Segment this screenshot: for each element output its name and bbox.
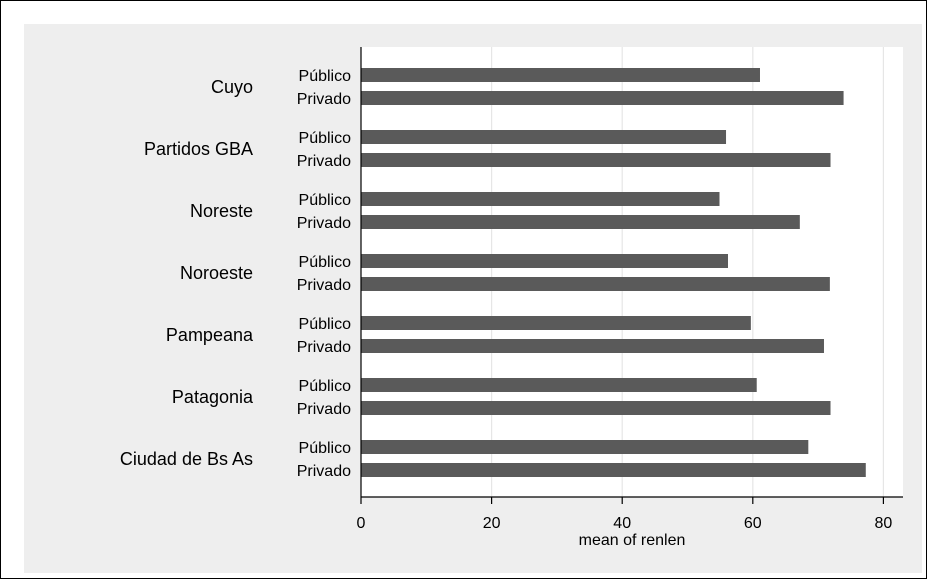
bar-label: Público — [299, 192, 352, 209]
category-labels: Público Privado Cuyo Público Privado Partidos… — [120, 68, 351, 480]
bar — [361, 339, 824, 353]
group-label: Pampeana — [166, 325, 254, 345]
x-tick-label: 60 — [744, 515, 762, 532]
bar-label: Público — [299, 68, 352, 85]
bar — [361, 401, 831, 415]
bar-label: Público — [299, 130, 352, 147]
x-axis-title: mean of renlen — [579, 532, 686, 549]
bar-label: Privado — [297, 91, 351, 108]
bar — [361, 68, 760, 82]
bar — [361, 215, 800, 229]
x-tick-label: 40 — [613, 515, 631, 532]
gridlines — [491, 47, 885, 497]
bar — [361, 130, 727, 144]
x-axis: 0 20 40 60 80 — [357, 47, 903, 532]
group-label: Ciudad de Bs As — [120, 449, 253, 469]
bar — [361, 91, 844, 105]
bar-label: Público — [299, 316, 352, 333]
bar-label: Privado — [297, 401, 351, 418]
bars — [361, 68, 866, 477]
bar — [361, 192, 720, 206]
bar — [361, 463, 866, 477]
bar — [361, 316, 751, 330]
bar-label: Privado — [297, 153, 351, 170]
x-tick-label: 80 — [875, 515, 893, 532]
bar — [361, 378, 757, 392]
group-label: Cuyo — [211, 77, 253, 97]
plot-area — [361, 47, 903, 497]
bar — [361, 153, 831, 167]
bar-label: Público — [299, 378, 352, 395]
x-tick-label: 20 — [483, 515, 501, 532]
bar — [361, 254, 728, 268]
bar-label: Privado — [297, 215, 351, 232]
bar — [361, 277, 830, 291]
x-tick-label: 0 — [357, 515, 366, 532]
group-label: Partidos GBA — [144, 139, 253, 159]
bar-label: Privado — [297, 339, 351, 356]
group-label: Noreste — [190, 201, 253, 221]
bar-label: Privado — [297, 277, 351, 294]
bar — [361, 440, 809, 454]
bar-label: Privado — [297, 463, 351, 480]
bar-label: Público — [299, 254, 352, 271]
bar-label: Público — [299, 440, 352, 457]
group-label: Patagonia — [172, 387, 254, 407]
group-label: Noroeste — [180, 263, 253, 283]
